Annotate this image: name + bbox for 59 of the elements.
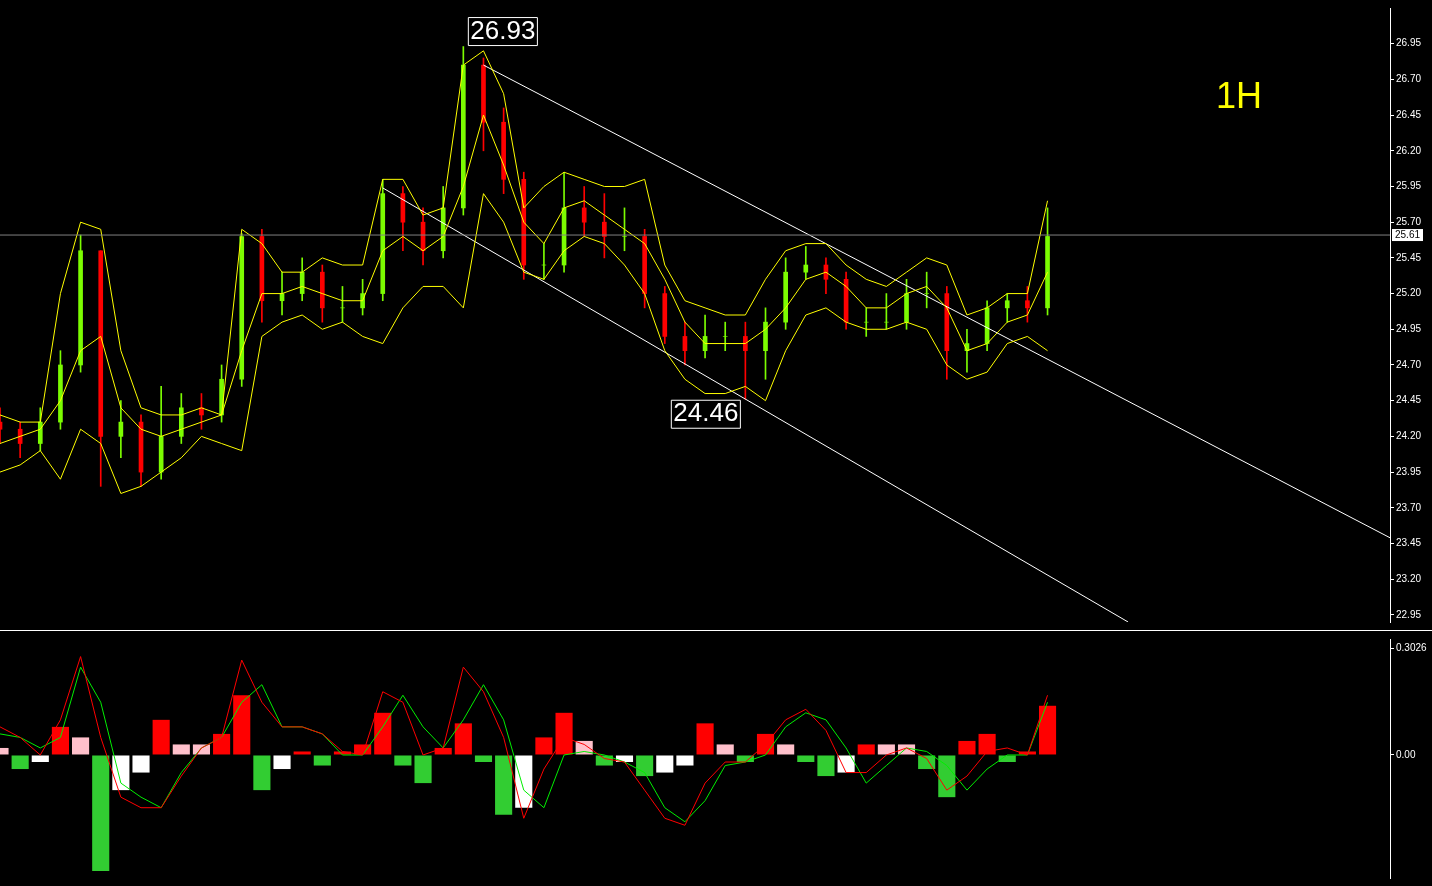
bar (233, 695, 251, 755)
bar (495, 755, 513, 815)
candlestick (722, 321, 728, 352)
bar (938, 755, 956, 798)
ref-line-label: 25.61 (1395, 228, 1421, 240)
bar (857, 744, 875, 755)
annotation: 26.93 (470, 14, 536, 45)
bar (676, 755, 694, 766)
y-tick-label: 25.20 (1396, 287, 1422, 299)
bar (273, 755, 291, 770)
bar (394, 755, 412, 766)
y-tick-label: 24.95 (1396, 323, 1422, 335)
bar (253, 755, 271, 791)
y-tick-label: 22.95 (1396, 608, 1422, 620)
bar (636, 755, 654, 777)
bar (958, 740, 976, 755)
y-tick-label: 25.70 (1396, 215, 1422, 227)
y-tick-label: 24.20 (1396, 430, 1422, 442)
bar (696, 723, 714, 755)
bar (72, 737, 90, 755)
bar (555, 712, 573, 755)
y-tick-label: 26.70 (1396, 73, 1422, 85)
y-tick-label: 23.20 (1396, 572, 1422, 584)
bar (92, 755, 110, 871)
annotation: 24.46 (673, 397, 739, 428)
bar (31, 755, 49, 763)
bar (454, 723, 472, 755)
bar (414, 755, 432, 784)
y-tick-label: 26.45 (1396, 108, 1422, 120)
y-tick-label: 24.70 (1396, 358, 1422, 370)
y-tick-label: 0.3026 (1396, 642, 1428, 654)
bar (777, 744, 795, 755)
candlestick (803, 246, 809, 280)
bar (716, 744, 734, 755)
y-tick-label: 23.45 (1396, 537, 1422, 549)
y-tick-label: 23.70 (1396, 501, 1422, 513)
bar (374, 712, 392, 755)
bar (293, 751, 311, 755)
y-tick-label: 24.45 (1396, 394, 1422, 406)
y-tick-label: 25.95 (1396, 180, 1422, 192)
y-tick-label: 0.00 (1396, 748, 1416, 760)
bar (152, 719, 170, 755)
bar (535, 737, 553, 755)
bar (978, 733, 996, 755)
bar (11, 755, 29, 770)
y-tick-label: 23.95 (1396, 465, 1422, 477)
bar (797, 755, 815, 763)
bar (313, 755, 331, 766)
bar (132, 755, 150, 773)
annotation: 1H (1215, 74, 1262, 116)
bar (656, 755, 674, 773)
y-tick-label: 25.45 (1396, 251, 1422, 263)
bar (172, 744, 190, 755)
y-tick-label: 26.20 (1396, 144, 1422, 156)
y-tick-label: 26.95 (1396, 37, 1422, 49)
bar (877, 744, 895, 755)
bar (817, 755, 835, 777)
bar (474, 755, 493, 763)
bar (213, 733, 231, 755)
